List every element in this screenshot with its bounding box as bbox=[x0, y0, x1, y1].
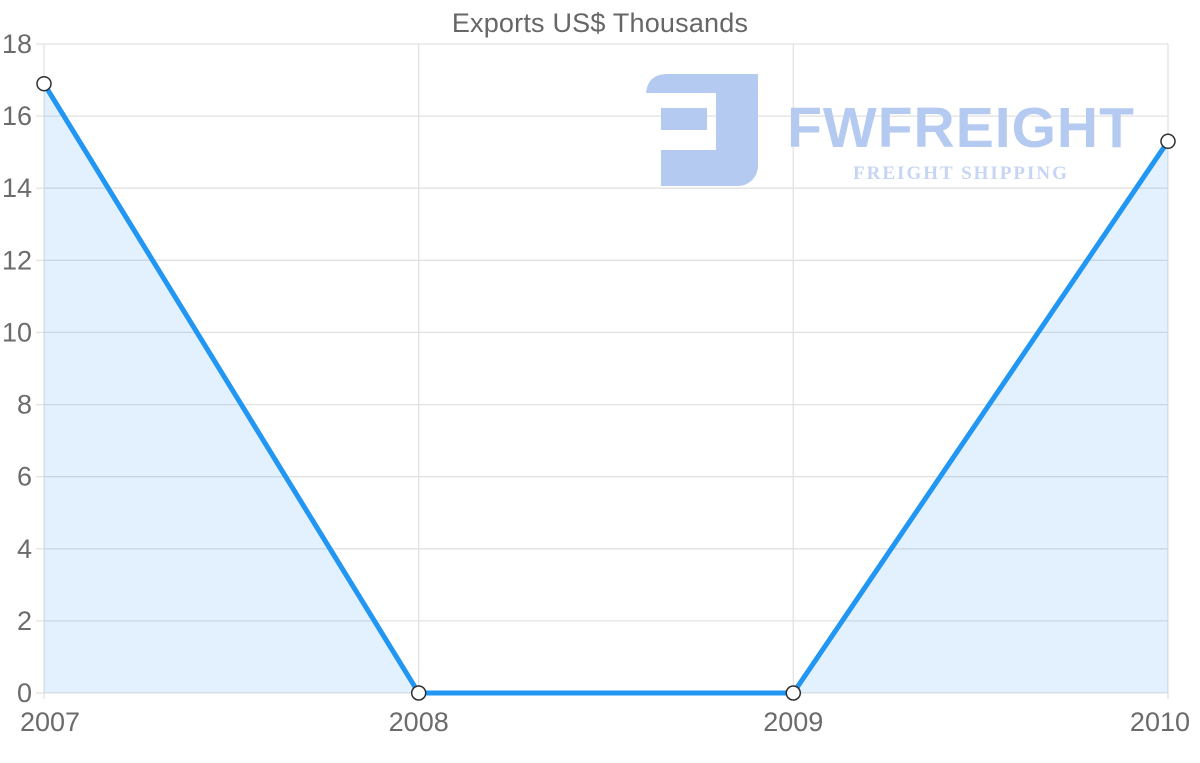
y-axis-tick-label: 2 bbox=[17, 606, 32, 636]
series-line bbox=[41, 81, 1171, 696]
y-axis-tick-label: 16 bbox=[2, 101, 32, 131]
y-axis-tick-label: 8 bbox=[17, 390, 32, 420]
chart-title: Exports US$ Thousands bbox=[451, 8, 749, 38]
y-axis-tick-label: 14 bbox=[2, 173, 32, 203]
x-axis-tick-label: 2008 bbox=[389, 707, 449, 737]
y-axis-tick-label: 0 bbox=[17, 678, 32, 708]
y-axis-tick-label: 4 bbox=[17, 534, 32, 564]
x-axis-tick-label: 2009 bbox=[763, 707, 823, 737]
data-point-2009[interactable] bbox=[785, 685, 802, 701]
data-point-2008[interactable] bbox=[410, 685, 427, 701]
y-axis-tick-label: 10 bbox=[2, 317, 32, 347]
data-point-2010[interactable] bbox=[1160, 133, 1176, 150]
y-axis-tick-label: 12 bbox=[2, 245, 32, 275]
x-axis-tick-label: 2010 bbox=[1130, 707, 1190, 737]
data-point-2007[interactable] bbox=[36, 75, 52, 92]
y-axis-tick-label: 18 bbox=[2, 29, 32, 59]
y-axis-tick-label: 6 bbox=[17, 462, 32, 492]
x-axis-tick-label: 2007 bbox=[20, 707, 80, 737]
